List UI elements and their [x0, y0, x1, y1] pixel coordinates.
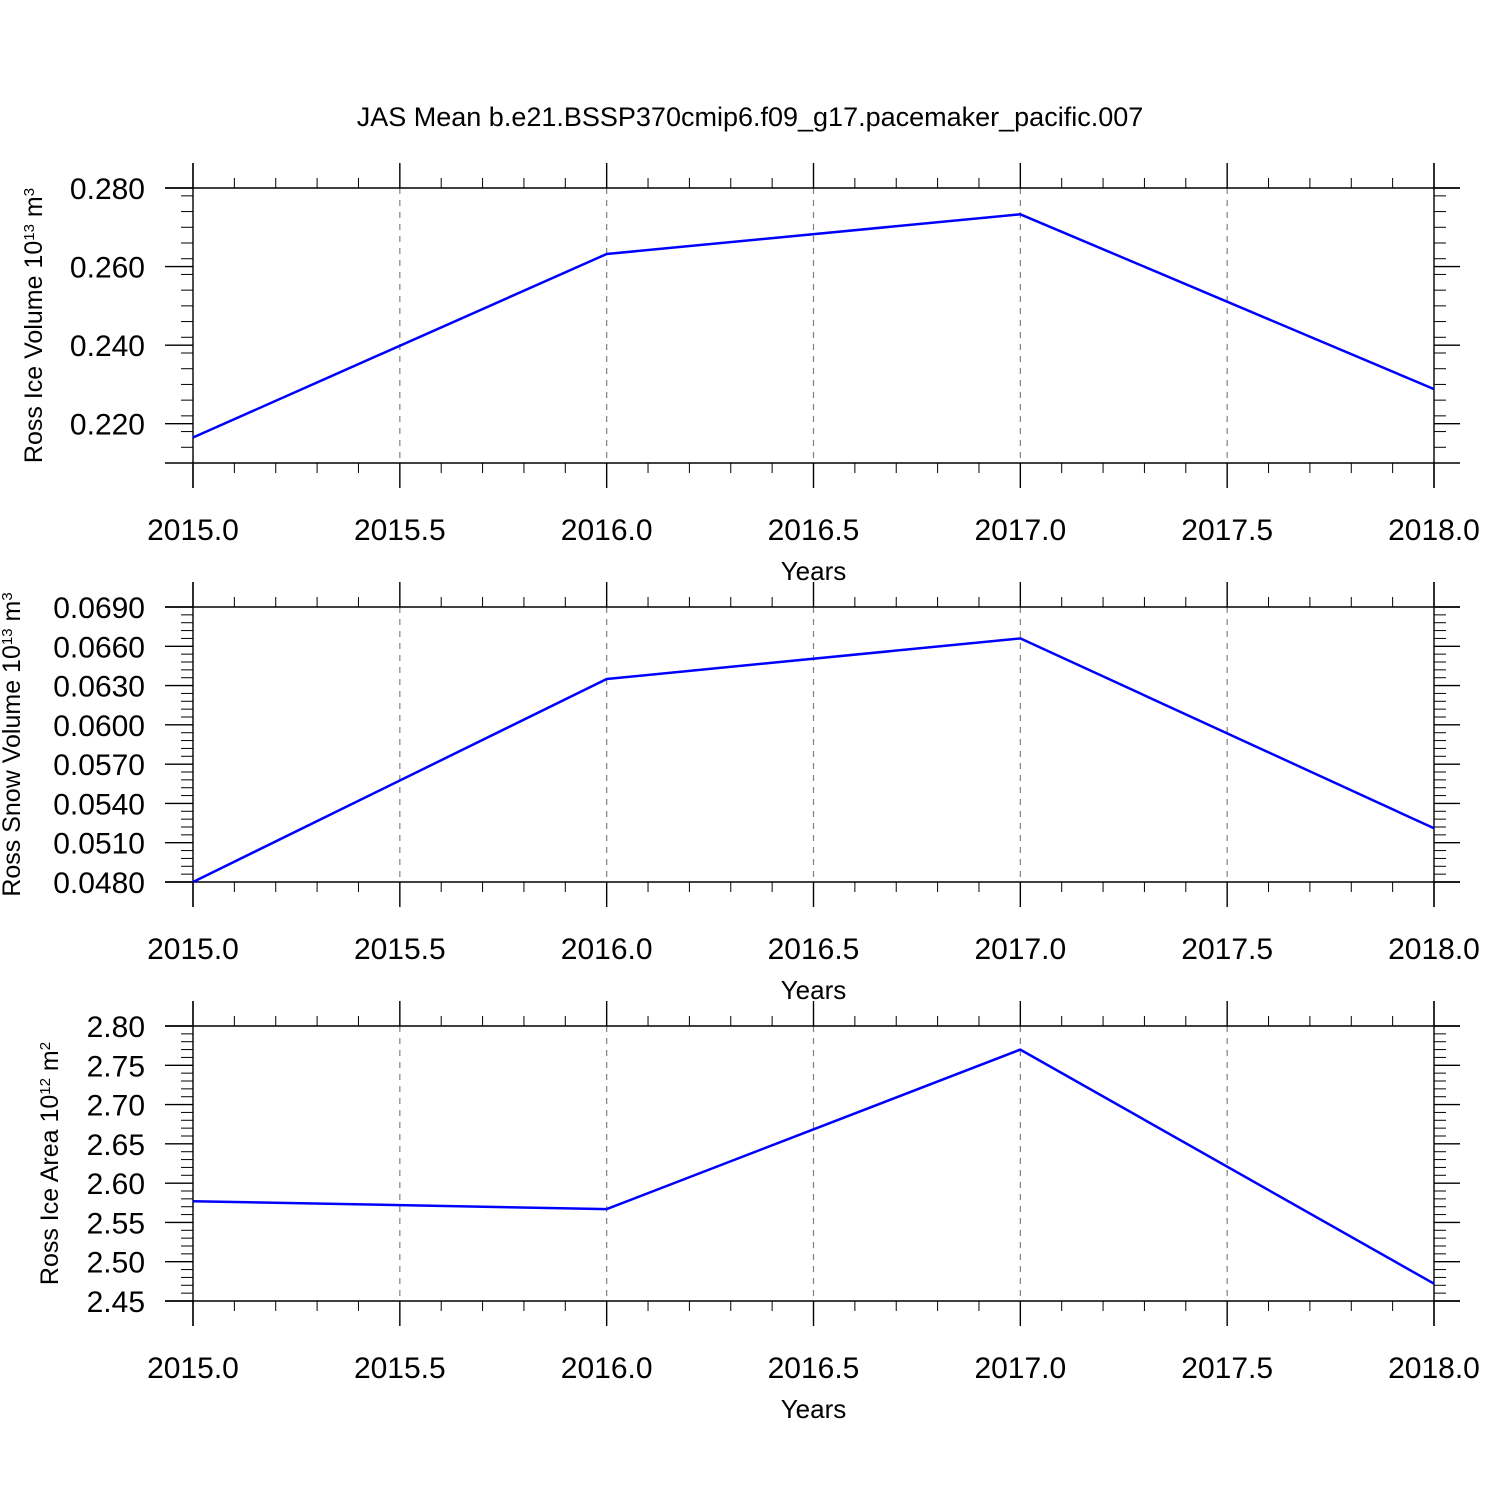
- y-tick-label: 0.0510: [53, 828, 145, 861]
- x-tick-label: 2018.0: [1388, 514, 1480, 547]
- x-tick-label: 2016.0: [561, 933, 653, 966]
- series-line: [192, 1048, 1435, 1285]
- x-tick-label: 2018.0: [1388, 1352, 1480, 1385]
- x-tick-label: 2016.5: [768, 933, 860, 966]
- x-tick-label: 2017.5: [1181, 933, 1273, 966]
- x-tick-label: 2015.5: [354, 1352, 446, 1385]
- y-tick-label: 2.50: [87, 1247, 145, 1280]
- x-tick-label: 2015.5: [354, 933, 446, 966]
- y-axis-label: Ross Ice Volume 1013 m3: [20, 188, 48, 463]
- y-tick-label: 0.0660: [53, 631, 145, 664]
- y-tick-label: 0.240: [70, 330, 145, 363]
- y-tick-label: 0.220: [70, 409, 145, 442]
- chart-panel-1: 0.220 0.240 0.260 0.280 2015.0 2015.5 2016.0 20…: [20, 163, 1480, 586]
- x-tick-label: 2015.0: [147, 514, 239, 547]
- chart-panel-2: 0.0480 0.0510 0.0540 0.0570 0.0600 0.0630 0.06…: [0, 582, 1480, 1005]
- x-tick-label: 2015.5: [354, 514, 446, 547]
- y-tick-label: 2.65: [87, 1129, 145, 1162]
- y-tick-label: 0.280: [70, 173, 145, 206]
- y-tick-label: 2.75: [87, 1050, 145, 1083]
- x-tick-label: 2016.5: [768, 1352, 860, 1385]
- chart-panel-3: 2.45 2.50 2.55 2.60 2.65 2.70 2.75 2.80 2015.0 20…: [36, 1001, 1480, 1424]
- y-tick-label: 0.260: [70, 252, 145, 285]
- x-axis-label: Years: [781, 975, 847, 1005]
- x-tick-label: 2017.0: [974, 1352, 1066, 1385]
- y-tick-label: 0.0540: [53, 788, 145, 821]
- y-tick-label: 2.60: [87, 1168, 145, 1201]
- y-tick-label: 0.0480: [53, 867, 145, 900]
- y-axis-label: Ross Snow Volume 1013 m3: [0, 592, 26, 896]
- y-tick-label: 2.55: [87, 1207, 145, 1240]
- y-tick-label: 0.0690: [53, 592, 145, 625]
- y-tick-label: 2.80: [87, 1011, 145, 1044]
- x-tick-label: 2015.0: [147, 1352, 239, 1385]
- x-tick-label: 2017.5: [1181, 1352, 1273, 1385]
- x-tick-label: 2015.0: [147, 933, 239, 966]
- x-tick-label: 2016.0: [561, 1352, 653, 1385]
- x-tick-label: 2017.0: [974, 933, 1066, 966]
- y-tick-label: 0.0600: [53, 710, 145, 743]
- y-tick-label: 2.45: [87, 1286, 145, 1319]
- x-axis-label: Years: [781, 1394, 847, 1424]
- y-tick-label: 0.0630: [53, 671, 145, 704]
- y-tick-label: 2.70: [87, 1090, 145, 1123]
- y-tick-label: 0.0570: [53, 749, 145, 782]
- series-line: [192, 637, 1435, 884]
- y-axis-label: Ross Ice Area 1012 m2: [36, 1042, 64, 1285]
- x-axis-label: Years: [781, 556, 847, 586]
- x-tick-label: 2017.0: [974, 514, 1066, 547]
- x-tick-label: 2016.5: [768, 514, 860, 547]
- series-line: [192, 213, 1435, 439]
- panels: 0.220 0.240 0.260 0.280 2015.0 2015.5 2016.0 20…: [0, 163, 1480, 1424]
- x-tick-label: 2016.0: [561, 514, 653, 547]
- x-tick-label: 2018.0: [1388, 933, 1480, 966]
- figure-title: JAS Mean b.e21.BSSP370cmip6.f09_g17.pace…: [357, 102, 1144, 132]
- x-tick-label: 2017.5: [1181, 514, 1273, 547]
